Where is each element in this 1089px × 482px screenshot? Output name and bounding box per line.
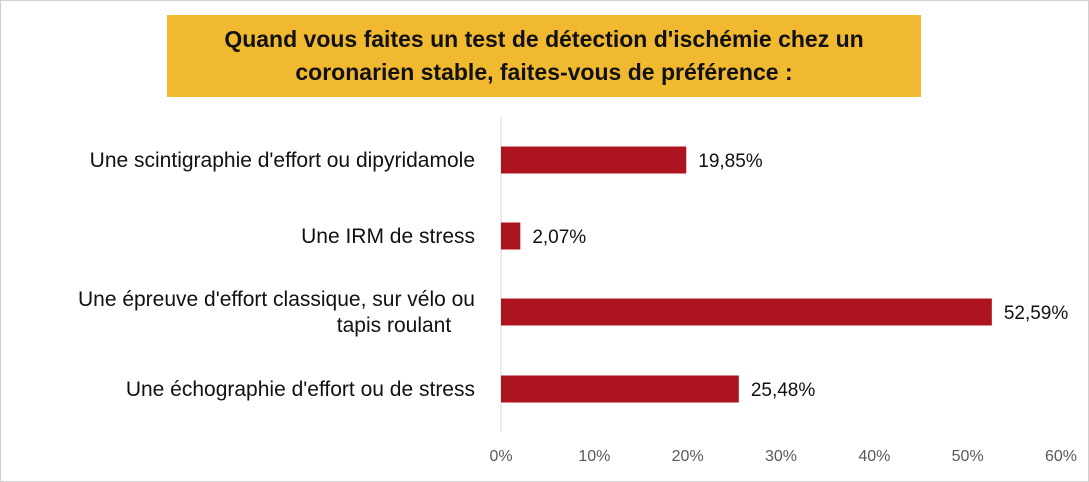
data-label-0: 19,85% [698, 151, 763, 172]
data-label-1: 2,07% [532, 227, 586, 248]
category-label-0: Une scintigraphie d'effort ou dipyridamo… [90, 149, 475, 172]
x-tick-label-2: 20% [672, 448, 704, 465]
bar-1 [501, 222, 521, 250]
bar-2 [501, 298, 992, 326]
x-tick-label-6: 60% [1045, 448, 1077, 465]
x-tick-label-3: 30% [765, 448, 797, 465]
bar-0 [501, 146, 687, 174]
bar-3 [501, 375, 739, 403]
category-label-2-line-0: Une épreuve d'effort classique, sur vélo… [78, 288, 475, 311]
category-label-2-line-1: tapis roulant [337, 314, 452, 337]
x-tick-label-1: 10% [578, 448, 610, 465]
x-tick-label-5: 50% [952, 448, 984, 465]
category-label-1: Une IRM de stress [301, 225, 475, 248]
chart-title-box: Quand vous faites un test de détection d… [167, 15, 921, 97]
chart-title: Quand vous faites un test de détection d… [224, 26, 864, 85]
data-label-3: 25,48% [751, 380, 816, 401]
data-label-2: 52,59% [1004, 303, 1069, 324]
category-label-3: Une échographie d'effort ou de stress [126, 378, 475, 401]
x-tick-label-0: 0% [489, 448, 512, 465]
x-tick-label-4: 40% [858, 448, 890, 465]
